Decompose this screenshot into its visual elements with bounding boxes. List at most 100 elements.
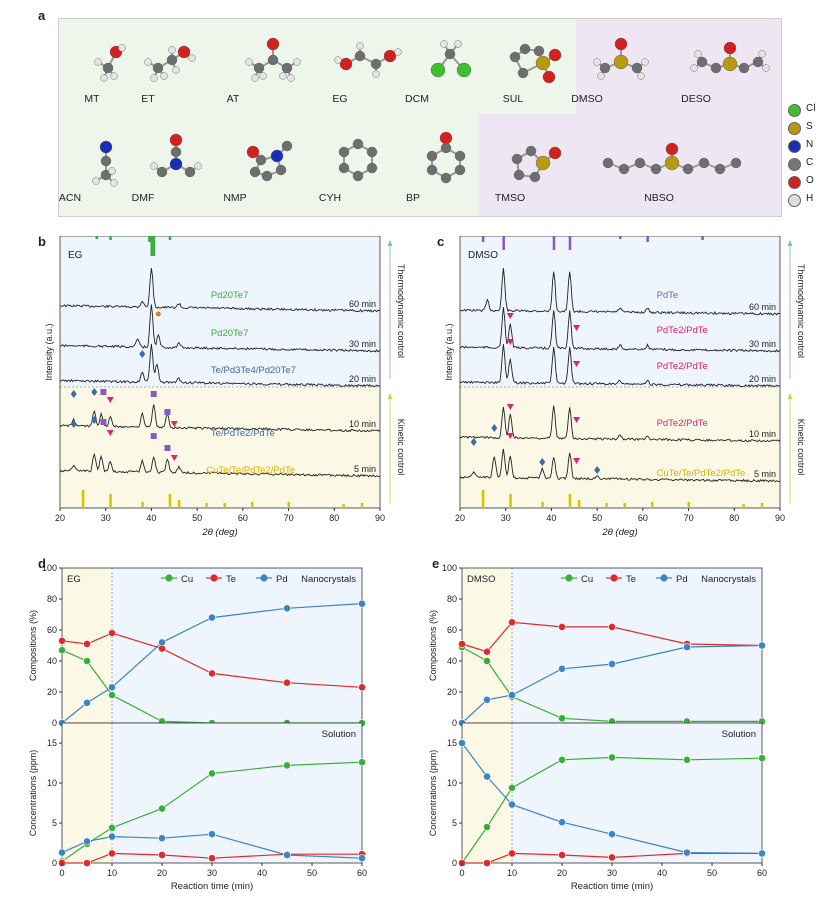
atom-c — [752, 56, 764, 68]
atom-h — [160, 72, 168, 80]
y-tick-label: 0 — [452, 858, 457, 868]
data-point-te — [558, 851, 566, 859]
y-tick-label: 80 — [447, 594, 457, 604]
x-tick-label: 40 — [146, 513, 156, 523]
data-point-te — [108, 629, 116, 637]
x-tick-label: 60 — [357, 868, 367, 878]
te-diamond-marker — [91, 416, 98, 424]
xrd-trace — [59, 343, 381, 388]
y-axis-label: Compositions (%) — [428, 610, 438, 681]
atom-c — [454, 164, 466, 176]
y-tick-label: 5 — [52, 818, 57, 828]
atom-o — [383, 49, 397, 63]
data-point-pd — [483, 772, 491, 781]
data-point-pd — [358, 599, 366, 608]
reference-stick — [502, 236, 505, 250]
x-tick-label: 10 — [107, 868, 117, 878]
nanocrystals-label: Nanocrystals — [301, 574, 356, 585]
atom-h — [440, 40, 448, 48]
data-point-pd — [683, 643, 691, 651]
molecule-label: CYH — [318, 192, 342, 204]
molecule-dmso — [593, 37, 649, 80]
data-point-cu — [108, 823, 116, 832]
reference-stick — [623, 503, 627, 508]
atom-h — [144, 58, 152, 66]
phase-label: PdTe — [657, 290, 679, 301]
thermo-region — [112, 723, 362, 863]
phase-label: PdTe2/PdTe — [657, 361, 708, 372]
legend-label: Te — [626, 574, 636, 585]
atom-s — [613, 54, 629, 70]
atom-h — [245, 58, 253, 66]
pdte-square-marker — [150, 433, 157, 439]
atom-c — [440, 142, 452, 154]
pdte2-triangle-marker — [506, 404, 514, 410]
time-label: 20 min — [349, 374, 376, 384]
atom-c — [255, 154, 267, 166]
x-tick-label: 80 — [329, 513, 339, 523]
panel-b-letter: b — [38, 234, 46, 249]
atom-h — [641, 58, 649, 66]
data-point-pd — [683, 848, 691, 857]
panel-a-box — [58, 18, 782, 217]
data-point-te — [158, 851, 166, 859]
data-point-te — [358, 683, 366, 692]
atom-dot — [788, 122, 801, 135]
x-tick-label: 60 — [638, 513, 648, 523]
atom-c — [338, 146, 350, 158]
atom-h — [251, 74, 259, 82]
thermo-region — [512, 568, 762, 723]
reference-stick — [251, 502, 254, 508]
atom-c — [267, 54, 279, 66]
y-tick-label: 20 — [47, 687, 57, 697]
data-point-cu — [608, 753, 616, 762]
y-tick-label: 40 — [47, 656, 57, 666]
legend-label: Pd — [676, 574, 688, 585]
data-point-te — [508, 849, 516, 858]
x-axis-label: Reaction time (min) — [171, 881, 253, 892]
data-point-cu — [83, 657, 91, 665]
reference-stick — [109, 236, 112, 240]
te-diamond-marker — [470, 438, 477, 446]
pdte2-triangle-marker — [170, 455, 178, 461]
atom-dot — [788, 158, 801, 171]
pdte2-triangle-marker — [506, 433, 514, 439]
x-axis-label: 2θ (deg) — [201, 527, 237, 538]
atom-o — [177, 45, 191, 59]
data-point-pd — [508, 800, 516, 809]
data-point-pd — [608, 830, 616, 839]
atom-h — [172, 66, 180, 74]
atom-c — [426, 164, 438, 176]
molecule-label: DESO — [681, 93, 711, 105]
atom-h — [259, 72, 267, 80]
atom-h — [356, 42, 364, 50]
data-point-pd — [58, 848, 66, 857]
reference-stick — [651, 502, 654, 508]
x-tick-label: 40 — [546, 513, 556, 523]
x-tick-label: 10 — [507, 868, 517, 878]
atom-dot — [788, 194, 801, 207]
atom-c — [370, 58, 382, 70]
molecule-deso — [690, 41, 770, 74]
data-point-pd — [83, 837, 91, 846]
molecule-bp — [426, 131, 466, 184]
atom-c — [100, 169, 112, 181]
atom-dot — [788, 176, 801, 189]
pdte2-triangle-marker — [106, 430, 114, 436]
y-tick-label: 80 — [47, 594, 57, 604]
molecule-acn — [92, 140, 118, 187]
te-diamond-marker — [139, 350, 146, 358]
data-point-te — [483, 859, 491, 867]
data-point-pd — [558, 664, 566, 673]
atom-o — [439, 131, 453, 145]
atom-o — [246, 145, 260, 159]
data-point-te — [108, 849, 116, 858]
data-point-te — [208, 854, 216, 863]
legend-label: Pd — [276, 574, 288, 585]
x-tick-label: 50 — [192, 513, 202, 523]
atom-o — [548, 48, 562, 62]
atom-symbol: Cl — [806, 103, 816, 114]
atom-c — [249, 166, 261, 178]
panel-a-letter: a — [38, 8, 46, 23]
